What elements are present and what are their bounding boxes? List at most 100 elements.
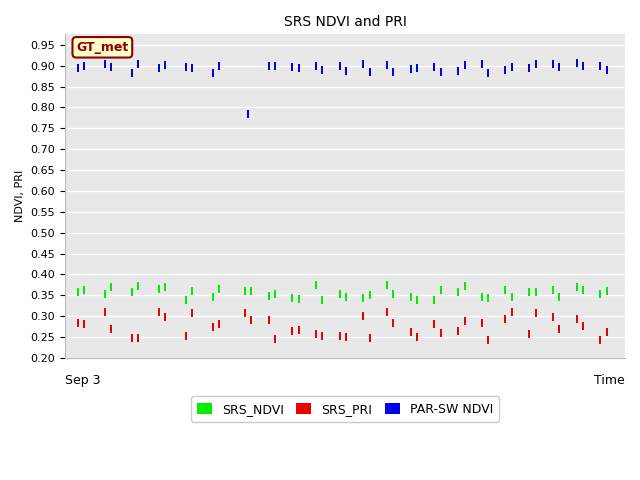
Point	[500, 287, 511, 294]
Point	[429, 320, 440, 328]
Point	[507, 293, 517, 301]
Legend: SRS_NDVI, SRS_PRI, PAR-SW NDVI: SRS_NDVI, SRS_PRI, PAR-SW NDVI	[191, 396, 499, 422]
Point	[548, 60, 558, 67]
Point	[335, 332, 345, 339]
Point	[264, 62, 274, 70]
Point	[412, 296, 422, 303]
Point	[187, 309, 197, 317]
Point	[106, 63, 116, 71]
Point	[335, 290, 345, 298]
Point	[243, 110, 253, 118]
Point	[246, 317, 257, 324]
Point	[572, 315, 582, 323]
Point	[460, 282, 470, 290]
Point	[507, 308, 517, 316]
Point	[106, 283, 116, 290]
Point	[460, 317, 470, 324]
Point	[500, 315, 511, 323]
Point	[100, 290, 110, 298]
Point	[500, 66, 511, 74]
Point	[578, 286, 588, 294]
Point	[214, 320, 224, 327]
Point	[264, 316, 274, 324]
Point	[483, 336, 493, 344]
Point	[287, 63, 298, 71]
Point	[602, 328, 612, 336]
Point	[365, 68, 375, 75]
Point	[602, 66, 612, 73]
Point	[246, 288, 257, 295]
Point	[79, 286, 90, 293]
Point	[388, 290, 399, 298]
Point	[160, 283, 170, 291]
Point	[270, 62, 280, 70]
Point	[602, 288, 612, 295]
Point	[524, 288, 534, 296]
Point	[311, 330, 321, 338]
Point	[365, 291, 375, 299]
Point	[133, 334, 143, 342]
Point	[554, 325, 564, 333]
Point	[240, 288, 250, 295]
Point	[106, 325, 116, 333]
Point	[79, 321, 90, 328]
Point	[453, 288, 463, 296]
Point	[207, 69, 218, 76]
Point	[358, 60, 369, 68]
Point	[406, 66, 416, 73]
Point	[382, 308, 392, 316]
Point	[317, 66, 328, 74]
Point	[154, 308, 164, 315]
Point	[507, 63, 517, 71]
Point	[207, 293, 218, 301]
Point	[436, 68, 446, 76]
Point	[477, 319, 487, 327]
Point	[207, 323, 218, 331]
Point	[180, 296, 191, 303]
Point	[100, 308, 110, 316]
Point	[100, 60, 110, 68]
Point	[531, 309, 541, 316]
Point	[317, 332, 328, 339]
Point	[341, 68, 351, 75]
Point	[429, 63, 440, 71]
Point	[453, 327, 463, 335]
Point	[73, 64, 83, 72]
Point	[127, 288, 137, 296]
Point	[460, 61, 470, 69]
Text: GT_met: GT_met	[76, 41, 129, 54]
Point	[270, 290, 280, 298]
Point	[406, 293, 416, 300]
Point	[595, 62, 605, 70]
Point	[127, 335, 137, 342]
Point	[287, 294, 298, 302]
Y-axis label: NDVI, PRI: NDVI, PRI	[15, 170, 25, 222]
Point	[531, 60, 541, 68]
Point	[187, 287, 197, 295]
Point	[127, 69, 137, 76]
Point	[133, 282, 143, 290]
Point	[382, 61, 392, 69]
Point	[382, 281, 392, 289]
Text: Sep 3: Sep 3	[65, 374, 100, 387]
Point	[154, 64, 164, 72]
Point	[287, 327, 298, 335]
Point	[572, 283, 582, 291]
Point	[133, 60, 143, 68]
Point	[365, 334, 375, 341]
Point	[79, 62, 90, 70]
Point	[483, 69, 493, 76]
Point	[240, 309, 250, 317]
Point	[572, 59, 582, 67]
Point	[358, 312, 369, 320]
Point	[436, 329, 446, 336]
Point	[73, 319, 83, 326]
Point	[578, 322, 588, 330]
Point	[294, 296, 304, 303]
Point	[270, 335, 280, 342]
Point	[294, 326, 304, 334]
Point	[214, 62, 224, 70]
Point	[524, 64, 534, 72]
Point	[294, 64, 304, 72]
Point	[317, 296, 328, 304]
